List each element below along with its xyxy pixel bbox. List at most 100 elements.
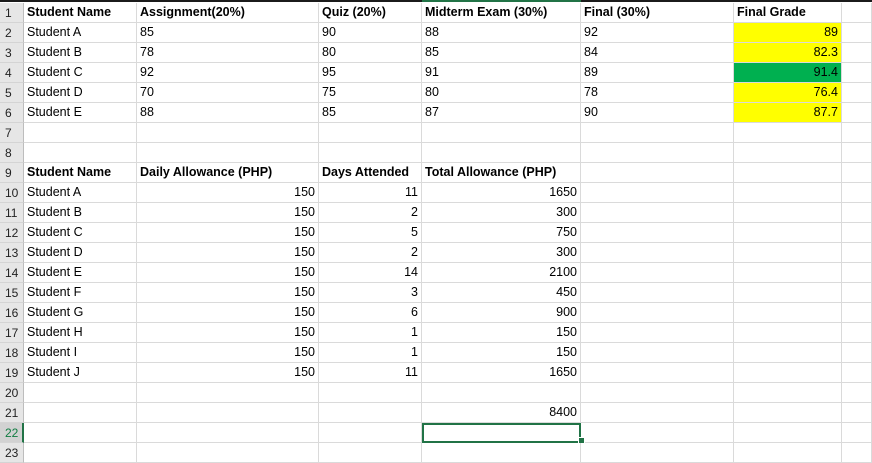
grid-cell[interactable] (24, 423, 137, 443)
grid-cell[interactable] (734, 343, 842, 363)
quiz-cell[interactable]: 75 (319, 83, 422, 103)
daily-allowance-cell[interactable]: 150 (137, 323, 319, 343)
grid-cell[interactable] (137, 423, 319, 443)
fill-handle[interactable] (578, 437, 585, 444)
grid-cell[interactable] (842, 323, 872, 343)
header-allowance-student-name[interactable]: Student Name (24, 163, 137, 183)
grid-cell[interactable] (842, 103, 872, 123)
grid-cell[interactable] (734, 123, 842, 143)
row-header-9[interactable]: 9 (0, 163, 24, 183)
quiz-cell[interactable]: 90 (319, 23, 422, 43)
final-grade-cell[interactable]: 76.4 (734, 83, 842, 103)
daily-allowance-cell[interactable]: 150 (137, 283, 319, 303)
days-attended-cell[interactable]: 1 (319, 343, 422, 363)
grid-cell[interactable] (734, 323, 842, 343)
grid-cell[interactable] (319, 443, 422, 463)
student-name-cell[interactable]: Student F (24, 283, 137, 303)
row-header[interactable]: 4 (0, 63, 24, 83)
grid-cell[interactable] (842, 123, 872, 143)
header-final[interactable]: Final (30%) (581, 3, 734, 23)
grid-cell[interactable] (137, 443, 319, 463)
row-header[interactable]: 16 (0, 303, 24, 323)
grid-cell[interactable] (422, 143, 581, 163)
grid-cell[interactable] (842, 283, 872, 303)
row-header-21[interactable]: 21 (0, 403, 24, 423)
total-allowance-cell[interactable]: 450 (422, 283, 581, 303)
grid-cell[interactable] (137, 383, 319, 403)
final-cell[interactable]: 90 (581, 103, 734, 123)
grid-cell[interactable] (24, 143, 137, 163)
student-name-cell[interactable]: Student B (24, 203, 137, 223)
grid-cell[interactable] (734, 223, 842, 243)
total-allowance-cell[interactable]: 150 (422, 343, 581, 363)
grid-cell[interactable] (581, 223, 734, 243)
final-cell[interactable]: 92 (581, 23, 734, 43)
row-header[interactable]: 5 (0, 83, 24, 103)
quiz-cell[interactable]: 85 (319, 103, 422, 123)
grid-cell[interactable] (24, 383, 137, 403)
student-name-cell[interactable]: Student I (24, 343, 137, 363)
assignment-cell[interactable]: 85 (137, 23, 319, 43)
row-header[interactable]: 11 (0, 203, 24, 223)
grid-cell[interactable] (734, 143, 842, 163)
total-allowance-cell[interactable]: 750 (422, 223, 581, 243)
grid-cell[interactable] (581, 303, 734, 323)
grid-cell[interactable] (842, 3, 872, 23)
quiz-cell[interactable]: 95 (319, 63, 422, 83)
days-attended-cell[interactable]: 6 (319, 303, 422, 323)
header-total-allowance[interactable]: Total Allowance (PHP) (422, 163, 581, 183)
days-attended-cell[interactable]: 14 (319, 263, 422, 283)
days-attended-cell[interactable]: 5 (319, 223, 422, 243)
total-allowance-cell[interactable]: 1650 (422, 183, 581, 203)
total-allowance-cell[interactable]: 300 (422, 243, 581, 263)
student-name-cell[interactable]: Student D (24, 243, 137, 263)
daily-allowance-cell[interactable]: 150 (137, 243, 319, 263)
midterm-cell[interactable]: 91 (422, 63, 581, 83)
final-cell[interactable]: 78 (581, 83, 734, 103)
grid-cell[interactable] (137, 403, 319, 423)
student-name-cell[interactable]: Student G (24, 303, 137, 323)
midterm-cell[interactable]: 87 (422, 103, 581, 123)
grid-cell[interactable] (581, 423, 734, 443)
assignment-cell[interactable]: 78 (137, 43, 319, 63)
daily-allowance-cell[interactable]: 150 (137, 203, 319, 223)
final-cell[interactable]: 89 (581, 63, 734, 83)
grid-cell[interactable] (319, 383, 422, 403)
grid-cell[interactable] (319, 123, 422, 143)
total-allowance-cell[interactable]: 300 (422, 203, 581, 223)
midterm-cell[interactable]: 85 (422, 43, 581, 63)
row-header[interactable]: 10 (0, 183, 24, 203)
grid-cell[interactable] (581, 123, 734, 143)
grid-cell[interactable] (24, 443, 137, 463)
row-header[interactable]: 13 (0, 243, 24, 263)
grid-cell[interactable] (581, 363, 734, 383)
grid-cell[interactable] (581, 163, 734, 183)
total-allowance-cell[interactable]: 2100 (422, 263, 581, 283)
row-header-22[interactable]: 22 (0, 423, 24, 443)
grid-cell[interactable] (734, 263, 842, 283)
row-header[interactable]: 2 (0, 23, 24, 43)
grid-cell[interactable] (842, 303, 872, 323)
row-header[interactable]: 17 (0, 323, 24, 343)
daily-allowance-cell[interactable]: 150 (137, 303, 319, 323)
grid-cell[interactable] (842, 223, 872, 243)
assignment-cell[interactable]: 88 (137, 103, 319, 123)
grid-cell[interactable] (734, 303, 842, 323)
grid-cell[interactable] (319, 143, 422, 163)
grid-cell[interactable] (842, 443, 872, 463)
header-final-grade[interactable]: Final Grade (734, 3, 842, 23)
student-name-cell[interactable]: Student H (24, 323, 137, 343)
grid-cell[interactable] (842, 383, 872, 403)
grid-cell[interactable] (842, 183, 872, 203)
midterm-cell[interactable]: 80 (422, 83, 581, 103)
grid-cell[interactable] (581, 203, 734, 223)
midterm-cell[interactable]: 88 (422, 23, 581, 43)
row-header[interactable]: 3 (0, 43, 24, 63)
grid-cell[interactable] (581, 383, 734, 403)
days-attended-cell[interactable]: 2 (319, 243, 422, 263)
grid-cell[interactable] (24, 403, 137, 423)
row-header[interactable]: 18 (0, 343, 24, 363)
grid-cell[interactable] (581, 443, 734, 463)
grid-cell[interactable] (734, 363, 842, 383)
grid-cell[interactable] (24, 123, 137, 143)
